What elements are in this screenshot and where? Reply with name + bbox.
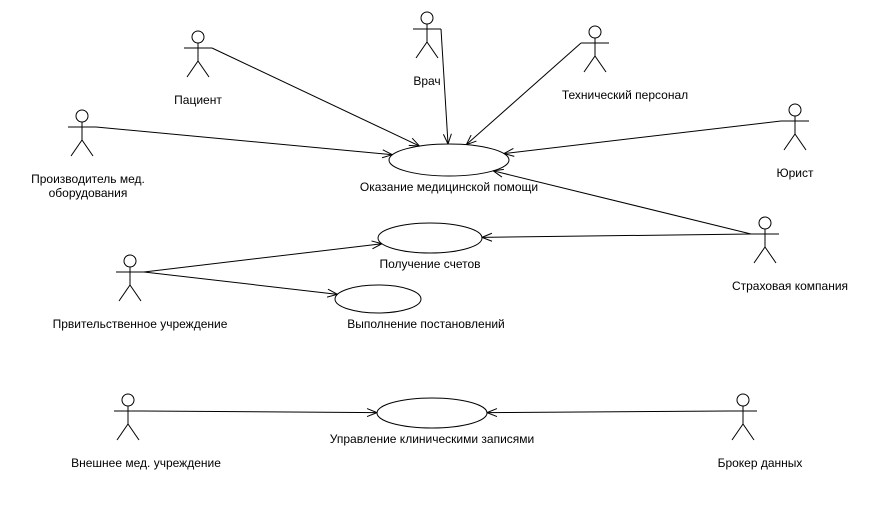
usecase-records [377, 398, 487, 428]
actor-label-doctor: Врач [413, 74, 440, 88]
actor-gov [116, 255, 144, 301]
edge-insurance-billing [482, 233, 751, 241]
actor-broker [729, 394, 757, 440]
actor-label-external: Внешнее мед. учреждение [71, 456, 221, 470]
usecase-label-care: Оказание медицинской помощи [360, 180, 538, 194]
actor-label-lawyer: Юрист [777, 166, 814, 180]
usecase-orders [335, 285, 421, 313]
edge-patient-care [212, 48, 420, 146]
edge-manufacturer-care [96, 127, 392, 158]
actor-label-gov: Првительственное учреждение [53, 317, 228, 331]
actor-label-tech: Технический персонал [562, 88, 688, 102]
usecase-care [389, 144, 509, 176]
edge-external-records [142, 409, 377, 417]
edge-gov-billing [144, 241, 382, 272]
actor-insurance [751, 217, 779, 263]
usecase-label-records: Управление клиническими записями [330, 432, 534, 446]
edge-lawyer-care [504, 121, 781, 156]
actor-tech [581, 26, 609, 72]
actor-label-patient: Пациент [174, 93, 222, 107]
diagram-canvas: Оказание медицинской помощи Получение сче… [0, 0, 888, 509]
actor-patient [184, 31, 212, 77]
edge-broker-records [487, 409, 729, 417]
actor-manufacturer [68, 110, 96, 156]
actor-label-manufacturer: Производитель мед.оборудования [31, 172, 145, 201]
usecase-billing [378, 223, 482, 253]
edge-doctor-care [441, 29, 451, 144]
actor-label-insurance: Страховая компания [732, 279, 848, 293]
actor-lawyer [781, 104, 809, 150]
actor-label-broker: Брокер данных [718, 456, 803, 470]
usecase-label-billing: Получение счетов [379, 257, 480, 271]
actor-doctor [413, 12, 441, 58]
actor-external [114, 394, 142, 440]
usecase-label-orders: Выполнение постановлений [347, 317, 505, 331]
edge-gov-orders [144, 272, 337, 297]
